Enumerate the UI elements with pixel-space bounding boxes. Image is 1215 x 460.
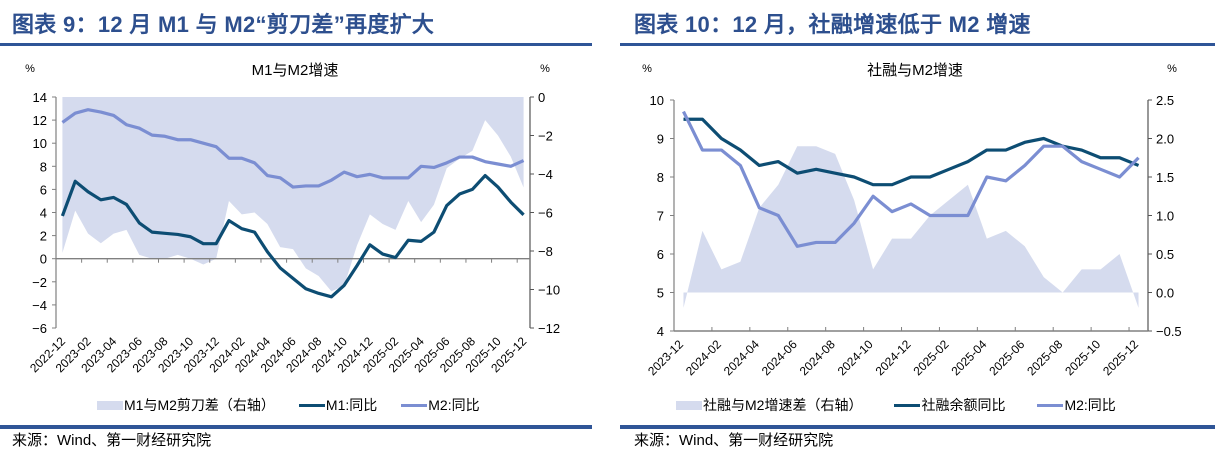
source-divider xyxy=(0,425,592,429)
right-y-tick-label: 2.0 xyxy=(1156,132,1174,147)
right-y-tick-label: −10 xyxy=(538,283,560,298)
figure-9-panel: 图表 9：12 月 M1 与 M2“剪刀差”再度扩大 M1与M2增速 % % 1… xyxy=(0,0,600,460)
left-y-tick-label: 9 xyxy=(657,132,664,147)
x-tick-label: 2025-06 xyxy=(986,337,1027,378)
legend-swatch-line xyxy=(401,403,428,407)
right-y-tick-label: 0.0 xyxy=(1156,286,1174,301)
left-axis-unit: % xyxy=(25,63,35,75)
social-financing-m2-chart: 社融与M2增速 % % 10 9 8 7 6 5 4 2.5 2.0 1.5 1.0 0.5 0.0 −0… xyxy=(642,62,1182,378)
x-tick-label: 2025-08 xyxy=(1024,337,1065,378)
left-y-tick-label: 4 xyxy=(40,206,47,221)
right-y-tick-label: −0.5 xyxy=(1156,324,1182,339)
x-tick-label: 2024-12 xyxy=(873,337,914,378)
right-y-tick-label: 1.5 xyxy=(1156,170,1174,185)
legend-item-sf-yoy: 社融余额同比 xyxy=(894,395,1005,415)
right-y-tick-label: −4 xyxy=(538,167,553,182)
right-y-tick-label: 1.0 xyxy=(1156,209,1174,224)
right-axis-unit: % xyxy=(1167,63,1177,75)
left-y-tick-label: 4 xyxy=(657,324,664,339)
x-tick-label: 2024-06 xyxy=(759,337,800,378)
x-tick-label: 2025-10 xyxy=(1062,337,1103,378)
source-note: 来源：Wind、第一财经研究院 xyxy=(12,432,212,449)
x-tick-label: 2024-02 xyxy=(683,337,724,378)
legend-swatch-area xyxy=(97,400,123,410)
sf-m2-gap-area xyxy=(683,146,1139,308)
m1-yoy-line xyxy=(60,173,525,299)
x-tick-label: 2024-04 xyxy=(721,337,762,378)
left-y-tick-label: 10 xyxy=(33,136,47,151)
source-note: 来源：Wind、第一财经研究院 xyxy=(634,432,834,449)
legend-label: M2:同比 xyxy=(428,397,480,413)
left-y-tick-label: 8 xyxy=(657,170,664,185)
legend-swatch-line xyxy=(1037,403,1064,407)
right-y-tick-label: −12 xyxy=(538,321,560,336)
chart-title: 社融与M2增速 xyxy=(867,62,963,79)
figure-title: 图表 10：12 月，社融增速低于 M2 增速 xyxy=(634,12,1031,37)
legend-item-scissors: M1与M2剪刀差（右轴） xyxy=(97,395,275,415)
left-y-tick-label: 6 xyxy=(40,182,47,197)
left-y-tick-label: 8 xyxy=(40,159,47,174)
figure-title: 图表 9：12 月 M1 与 M2“剪刀差”再度扩大 xyxy=(12,12,435,37)
legend-item-m2: M2:同比 xyxy=(401,395,480,415)
legend-label: M2:同比 xyxy=(1064,397,1116,413)
right-y-tick-label: −8 xyxy=(538,244,553,259)
left-y-tick-label: 12 xyxy=(33,113,47,128)
right-y-tick-label: 2.5 xyxy=(1156,93,1174,108)
left-y-tick-label: 2 xyxy=(40,229,47,244)
x-tick-label: 2024-10 xyxy=(835,337,876,378)
x-tick-label: 2025-02 xyxy=(911,337,952,378)
figure-10-panel: 图表 10：12 月，社融增速低于 M2 增速 社融与M2增速 % % 10 9 8… xyxy=(600,0,1215,460)
left-y-tick-label: 14 xyxy=(33,90,47,105)
title-divider xyxy=(0,43,592,46)
m2-yoy-line xyxy=(61,108,525,189)
left-y-tick-label: −4 xyxy=(32,298,47,313)
legend-swatch-line xyxy=(298,403,325,407)
legend-item-sf-m2-gap: 社融与M2增速差（右轴） xyxy=(676,395,862,415)
x-tick-label: 2024-08 xyxy=(797,337,838,378)
chart-title: M1与M2增速 xyxy=(252,62,339,79)
right-axis-unit: % xyxy=(540,63,550,75)
right-y-tick-label: −2 xyxy=(538,129,553,144)
title-divider xyxy=(620,43,1215,46)
right-y-tick-label: −6 xyxy=(538,206,553,221)
left-y-tick-label: 0 xyxy=(40,252,47,267)
m2-yoy-line xyxy=(682,110,1140,248)
right-y-tick-label: 0 xyxy=(538,90,545,105)
left-y-tick-label: −6 xyxy=(32,321,47,336)
scissors-area xyxy=(62,97,524,292)
legend-label: M1与M2剪刀差（右轴） xyxy=(124,397,275,413)
source-divider xyxy=(620,425,1215,429)
left-y-tick-label: −2 xyxy=(32,275,47,290)
chart-legend: M1与M2剪刀差（右轴） M1:同比 M2:同比 xyxy=(97,396,504,414)
m1-m2-growth-chart: M1与M2增速 % % 14 12 10 8 6 4 2 0 −2 −4 −6 0 −2 −4 −6 −8 −1… xyxy=(25,62,560,375)
legend-label: 社融与M2增速差（右轴） xyxy=(703,397,863,413)
right-y-tick-label: 0.5 xyxy=(1156,247,1174,262)
legend-label: M1:同比 xyxy=(325,397,378,413)
left-y-tick-label: 10 xyxy=(650,93,664,108)
left-y-tick-label: 7 xyxy=(657,209,664,224)
left-y-tick-label: 5 xyxy=(657,286,664,301)
legend-item-m2: M2:同比 xyxy=(1037,395,1116,415)
legend-swatch-area xyxy=(676,400,702,410)
left-axis-unit: % xyxy=(642,63,652,75)
x-tick-label: 2023-12 xyxy=(645,337,686,378)
legend-item-m1: M1:同比 xyxy=(298,395,378,415)
legend-label: 社融余额同比 xyxy=(921,397,1006,413)
x-tick-label: 2025-12 xyxy=(1100,337,1141,378)
chart-legend: 社融与M2增速差（右轴） 社融余额同比 M2:同比 xyxy=(676,396,1148,414)
left-y-tick-label: 6 xyxy=(657,247,664,262)
x-tick-label: 2025-04 xyxy=(948,337,989,378)
legend-swatch-line xyxy=(894,403,921,407)
